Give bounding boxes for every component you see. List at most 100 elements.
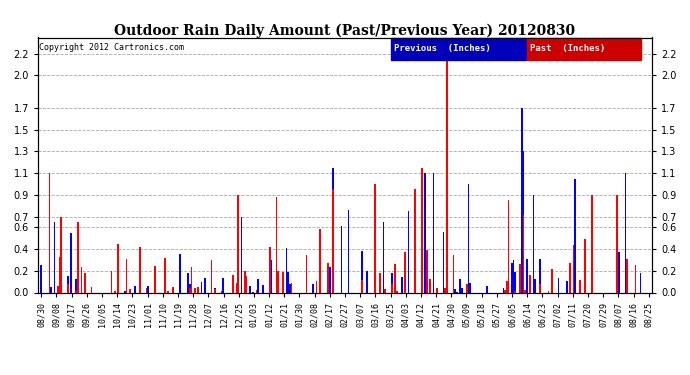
Bar	[236, 283, 237, 292]
Bar	[414, 189, 416, 292]
Bar	[282, 272, 284, 292]
Bar	[286, 248, 288, 292]
Bar	[374, 184, 376, 292]
Bar	[504, 291, 506, 292]
Bar	[444, 288, 446, 292]
Bar	[466, 284, 468, 292]
Bar	[534, 279, 536, 292]
Bar	[453, 290, 454, 292]
Bar	[316, 280, 317, 292]
Bar	[147, 286, 149, 292]
Bar	[289, 284, 290, 292]
Bar	[624, 173, 627, 292]
Bar	[277, 271, 279, 292]
Bar	[67, 276, 69, 292]
Bar	[306, 255, 308, 292]
Bar	[214, 289, 216, 292]
Bar	[126, 259, 127, 292]
Text: Previous  (Inches): Previous (Inches)	[394, 45, 491, 54]
Bar	[446, 243, 448, 292]
Bar	[256, 290, 257, 292]
Bar	[540, 260, 541, 292]
Bar	[114, 291, 115, 292]
Bar	[41, 265, 42, 292]
Bar	[249, 286, 250, 292]
Bar	[222, 279, 224, 292]
Title: Outdoor Rain Daily Amount (Past/Previous Year) 20120830: Outdoor Rain Daily Amount (Past/Previous…	[115, 23, 575, 38]
Bar	[154, 285, 156, 292]
Bar	[164, 258, 166, 292]
Bar	[117, 244, 119, 292]
Bar	[237, 195, 239, 292]
Bar	[167, 291, 169, 292]
Bar	[210, 288, 213, 292]
Bar	[257, 279, 259, 292]
Bar	[246, 276, 248, 292]
Bar	[575, 178, 576, 292]
Bar	[523, 152, 524, 292]
Bar	[61, 216, 62, 292]
Bar	[374, 260, 376, 292]
Text: Past  (Inches): Past (Inches)	[531, 45, 606, 54]
Bar	[618, 252, 620, 292]
Bar	[454, 289, 456, 292]
Bar	[75, 291, 77, 292]
Bar	[134, 286, 135, 292]
Bar	[269, 248, 270, 292]
Bar	[540, 284, 541, 292]
Bar	[527, 38, 641, 60]
Bar	[404, 252, 406, 292]
Bar	[84, 273, 86, 292]
Bar	[341, 225, 342, 292]
Bar	[514, 291, 516, 292]
Bar	[282, 286, 284, 292]
Bar	[429, 287, 431, 292]
Bar	[124, 291, 126, 292]
Bar	[328, 264, 329, 292]
Bar	[382, 222, 384, 292]
Bar	[361, 251, 362, 292]
Bar	[551, 269, 553, 292]
Bar	[214, 288, 216, 292]
Bar	[426, 250, 428, 292]
Bar	[241, 216, 242, 292]
Bar	[256, 290, 257, 292]
Bar	[627, 259, 628, 292]
Bar	[319, 229, 321, 292]
Bar	[433, 173, 434, 292]
Bar	[50, 287, 52, 292]
Bar	[313, 284, 314, 292]
Bar	[333, 168, 334, 292]
Bar	[197, 287, 199, 292]
Bar	[391, 284, 393, 292]
Bar	[513, 260, 514, 292]
Bar	[276, 197, 277, 292]
Bar	[566, 281, 568, 292]
Bar	[523, 215, 524, 292]
Bar	[77, 222, 79, 292]
Bar	[288, 272, 289, 292]
Bar	[154, 266, 156, 292]
Bar	[361, 280, 362, 292]
Bar	[401, 278, 402, 292]
Bar	[468, 184, 469, 292]
Bar	[348, 210, 349, 292]
Bar	[486, 286, 488, 292]
Bar	[110, 271, 112, 292]
Bar	[221, 291, 222, 292]
Bar	[529, 278, 531, 292]
Bar	[204, 278, 206, 292]
Bar	[591, 195, 593, 292]
Bar	[616, 195, 618, 292]
Bar	[81, 267, 82, 292]
Bar	[503, 288, 504, 292]
Bar	[442, 232, 444, 292]
Text: Copyright 2012 Cartronics.com: Copyright 2012 Cartronics.com	[39, 43, 184, 52]
Bar	[514, 272, 516, 292]
Bar	[233, 274, 234, 292]
Bar	[558, 278, 560, 292]
Bar	[396, 291, 397, 292]
Bar	[580, 280, 581, 292]
Bar	[59, 286, 61, 292]
Bar	[194, 288, 196, 292]
